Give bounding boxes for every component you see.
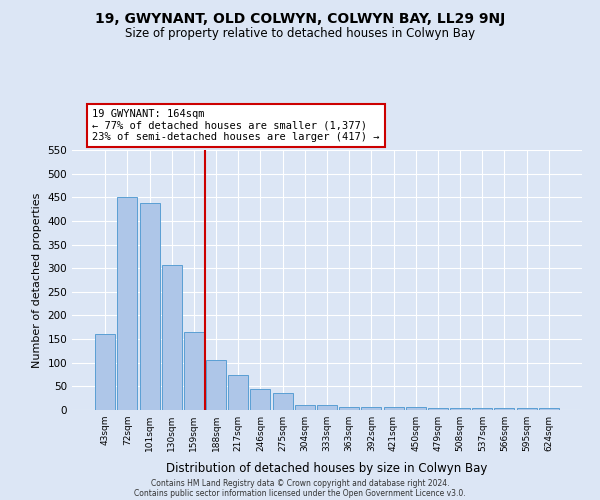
- Bar: [162, 265, 182, 410]
- Bar: [140, 204, 160, 410]
- Text: 19, GWYNANT, OLD COLWYN, COLWYN BAY, LL29 9NJ: 19, GWYNANT, OLD COLWYN, COLWYN BAY, LL2…: [95, 12, 505, 26]
- X-axis label: Distribution of detached houses by size in Colwyn Bay: Distribution of detached houses by size …: [166, 462, 488, 475]
- Y-axis label: Number of detached properties: Number of detached properties: [32, 192, 42, 368]
- Bar: [428, 408, 448, 410]
- Bar: [317, 406, 337, 410]
- Bar: [184, 332, 204, 410]
- Bar: [206, 360, 226, 410]
- Text: Size of property relative to detached houses in Colwyn Bay: Size of property relative to detached ho…: [125, 28, 475, 40]
- Bar: [361, 406, 382, 410]
- Text: 19 GWYNANT: 164sqm
← 77% of detached houses are smaller (1,377)
23% of semi-deta: 19 GWYNANT: 164sqm ← 77% of detached hou…: [92, 109, 380, 142]
- Bar: [383, 406, 404, 410]
- Bar: [494, 408, 514, 410]
- Bar: [228, 374, 248, 410]
- Text: Contains public sector information licensed under the Open Government Licence v3: Contains public sector information licen…: [134, 488, 466, 498]
- Bar: [406, 406, 426, 410]
- Bar: [450, 408, 470, 410]
- Bar: [517, 408, 536, 410]
- Bar: [250, 389, 271, 410]
- Bar: [539, 408, 559, 410]
- Bar: [272, 394, 293, 410]
- Text: Contains HM Land Registry data © Crown copyright and database right 2024.: Contains HM Land Registry data © Crown c…: [151, 478, 449, 488]
- Bar: [339, 406, 359, 410]
- Bar: [118, 198, 137, 410]
- Bar: [472, 408, 492, 410]
- Bar: [95, 334, 115, 410]
- Bar: [295, 406, 315, 410]
